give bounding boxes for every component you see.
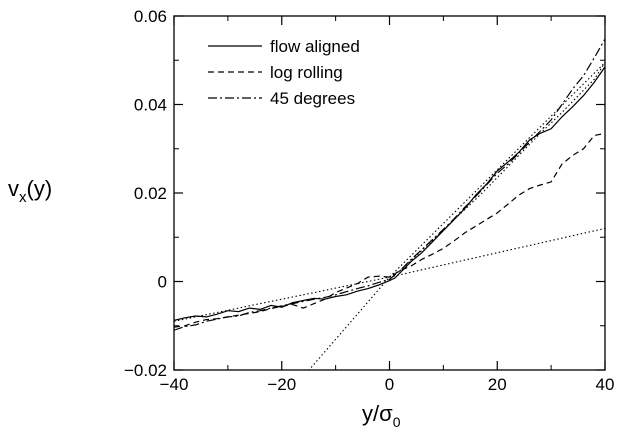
- x-tick-label: −40: [160, 375, 189, 394]
- plot-frame: [173, 15, 606, 371]
- legend-label-45-degrees: 45 degrees: [270, 89, 355, 108]
- y-axis-label: vx(y): [8, 176, 52, 206]
- series-line-log-rolling: [174, 132, 605, 328]
- y-tick-label: −0.02: [124, 361, 167, 380]
- tick-label-group: −40 −20 0 20 40 −0.02 0 0.02 0.04 0.06: [124, 7, 614, 394]
- x-axis-label: y/σ0: [362, 401, 401, 430]
- x-tick-label: −20: [267, 375, 296, 394]
- y-tick-label: 0.04: [134, 96, 167, 115]
- series-line-reference-5: [389, 227, 605, 278]
- plot-series-group: [174, 38, 605, 370]
- y-tick-label: 0.02: [134, 184, 167, 203]
- y-tick-label: 0.06: [134, 7, 167, 26]
- series-line-45-degrees: [174, 38, 605, 331]
- series-line-flow-aligned: [174, 66, 605, 321]
- series-line-reference-3: [174, 62, 605, 322]
- y-tick-label: 0: [158, 273, 167, 292]
- legend: flow aligned log rolling 45 degrees: [208, 37, 360, 108]
- legend-label-log-rolling: log rolling: [270, 63, 343, 82]
- x-tick-label: 20: [488, 375, 507, 394]
- legend-label-flow-aligned: flow aligned: [270, 37, 360, 56]
- x-tick-label: 40: [596, 375, 615, 394]
- x-tick-label: 0: [385, 375, 394, 394]
- plot-frame-group: [173, 15, 606, 371]
- tick-group: [173, 15, 606, 371]
